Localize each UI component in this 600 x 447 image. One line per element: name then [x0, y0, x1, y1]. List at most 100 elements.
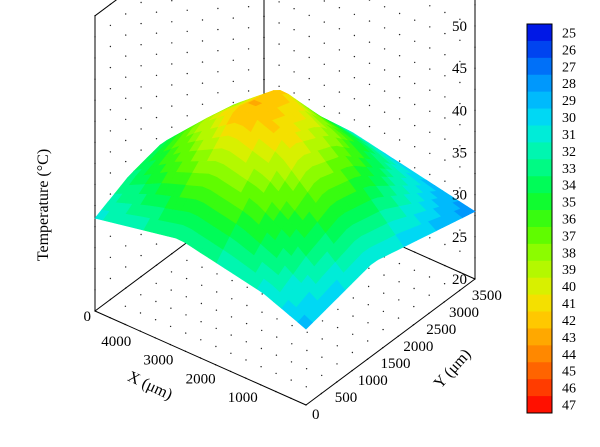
grid-dot: [368, 104, 371, 107]
grid-dot: [125, 13, 127, 15]
colorbar-swatch: [527, 226, 552, 245]
x-tick-label: 2000: [186, 371, 216, 387]
colorbar-swatch: [527, 159, 552, 177]
grid-dot: [275, 354, 278, 356]
grid-dot: [337, 308, 339, 311]
grid-dot: [125, 266, 127, 268]
grid-dot: [125, 97, 127, 100]
grid-dot: [109, 172, 112, 174]
grid-dot: [323, 42, 325, 44]
colorbar-label: 43: [562, 331, 576, 346]
grid-dot: [109, 277, 112, 280]
grid-dot: [323, 21, 325, 23]
grid-dot: [232, 17, 234, 19]
grid-dot: [171, 21, 173, 23]
grid-dot: [367, 285, 370, 288]
colorbar-swatch: [527, 24, 552, 42]
grid-dot: [429, 237, 431, 239]
colorbar-label: 26: [562, 43, 576, 58]
grid-dot: [276, 336, 278, 338]
colorbar-swatch: [527, 74, 552, 93]
grid-dot: [278, 64, 280, 66]
grid-dot: [336, 345, 338, 347]
grid-dot: [414, 167, 416, 169]
grid-dot: [429, 5, 431, 7]
grid-dot: [336, 363, 338, 365]
grid-dot: [155, 243, 158, 245]
grid-dot: [368, 62, 371, 64]
surface-patch: [297, 314, 313, 330]
grid-dot: [428, 294, 430, 296]
grid-dot: [230, 334, 232, 336]
grid-dot: [201, 266, 203, 268]
x-axis-title: X (μm): [125, 368, 175, 403]
grid-dot: [383, 274, 385, 276]
grid-dot: [353, 98, 356, 100]
x-tick-label: 0: [84, 309, 92, 325]
grid-dot: [171, 63, 173, 65]
grid-dot: [368, 20, 371, 22]
grid-dot: [308, 14, 310, 17]
grid-dot: [170, 307, 172, 309]
grid-dot: [308, 35, 310, 38]
grid-dot: [338, 7, 341, 9]
grid-dot: [444, 54, 446, 56]
grid-dot: [353, 119, 356, 121]
colorbar-swatch: [527, 294, 552, 312]
grid-dot: [185, 296, 187, 298]
grid-dot: [459, 81, 461, 84]
grid-dot: [293, 71, 295, 73]
grid-dot: [398, 160, 401, 162]
colorbar-swatch: [527, 210, 552, 228]
temperature-surface: [94, 90, 476, 330]
grid-dot: [353, 34, 356, 37]
grid-dot: [306, 349, 308, 352]
grid-dot: [186, 51, 188, 54]
colorbar-swatch: [527, 345, 552, 363]
grid-dot: [305, 386, 307, 388]
z-tick-label: 40: [452, 103, 467, 119]
grid-dot: [290, 361, 293, 363]
grid-dot: [155, 282, 157, 285]
y-tick-label: 3000: [449, 305, 479, 321]
grid-dot: [382, 328, 384, 331]
grid-dot: [186, 115, 188, 117]
colorbar-label: 31: [562, 128, 576, 143]
grid-dot: [109, 88, 112, 90]
grid-dot: [231, 279, 233, 282]
grid-dot: [200, 302, 203, 305]
z-tick-label: 45: [452, 61, 467, 77]
colorbar-label: 47: [562, 399, 576, 414]
grid-dot: [217, 71, 219, 73]
grid-dot: [155, 138, 158, 140]
grid-dot: [291, 324, 293, 327]
grid-dot: [215, 327, 217, 330]
x-tick-label: 1000: [228, 390, 258, 406]
grid-dot: [444, 32, 446, 35]
grid-dot: [352, 333, 354, 335]
grid-dot: [171, 105, 173, 107]
grid-dot: [247, 27, 250, 29]
grid-dot: [323, 105, 325, 108]
colorbar-swatch: [527, 142, 552, 160]
colorbar-swatch: [527, 40, 552, 59]
grid-dot: [308, 99, 310, 101]
grid-dot: [338, 91, 341, 93]
grid-dot: [231, 298, 233, 300]
grid-dot: [109, 235, 112, 237]
colorbar-border: [526, 23, 553, 414]
grid-dot: [398, 76, 401, 78]
grid-dot: [321, 320, 324, 322]
grid-dot: [185, 332, 187, 334]
y-tick-label: 3500: [472, 288, 502, 304]
grid-dot: [305, 368, 308, 370]
grid-dot: [246, 304, 248, 307]
grid-dot: [383, 111, 386, 113]
grid-dot: [155, 53, 158, 55]
grid-dot: [413, 287, 415, 290]
grid-dot: [368, 125, 371, 128]
grid-dot: [217, 92, 219, 94]
grid-dot: [201, 103, 204, 106]
grid-dot: [306, 331, 308, 333]
grid-dot: [260, 366, 262, 368]
